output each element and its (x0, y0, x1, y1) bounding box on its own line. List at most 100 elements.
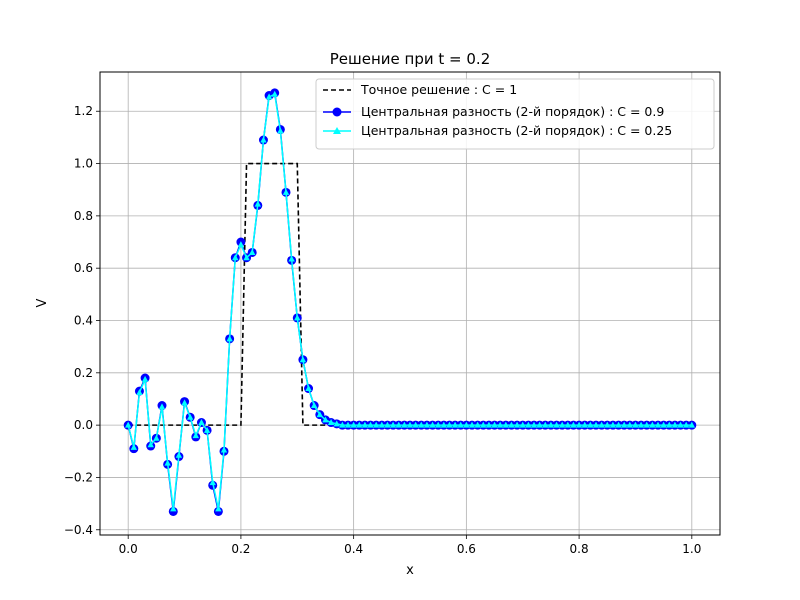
series-c025-point (220, 446, 228, 453)
x-tick-label: 1.0 (682, 542, 701, 556)
series-c025-point (327, 419, 335, 426)
y-tick-label: −0.2 (64, 470, 93, 484)
series-c025-point (671, 421, 679, 428)
series-c025-point (316, 411, 324, 418)
series-c025-point (395, 421, 402, 428)
series-c025-point (508, 421, 515, 428)
series-c025-point (474, 421, 481, 428)
series-c025-point (372, 421, 380, 428)
series-c025-point (491, 421, 498, 428)
x-tick-label: 0.4 (344, 542, 363, 556)
series-c025-point (175, 451, 183, 458)
y-tick-label: 1.0 (74, 157, 93, 171)
series-c025-point (310, 402, 318, 409)
series-c025-point (141, 375, 149, 382)
series-c025-point (463, 421, 470, 428)
series-c025-point (542, 421, 549, 428)
series-c025-point (496, 421, 504, 428)
series-c025-point (282, 188, 290, 195)
series-c025-point (553, 421, 560, 428)
series-c025-point (429, 421, 436, 428)
y-tick-label: 0.0 (74, 418, 93, 432)
series-c025-point (519, 421, 526, 428)
series-c025-point (587, 421, 594, 428)
series-c025-point (604, 421, 611, 428)
series-c025-point (637, 421, 645, 428)
series-c025-point (333, 420, 340, 427)
series-c025-point (598, 421, 605, 428)
x-tick-label: 0.0 (119, 542, 138, 556)
series-c025-point (406, 421, 414, 428)
x-axis-label: x (406, 563, 414, 578)
y-tick-label: 0.4 (74, 314, 93, 328)
series-c025-point (344, 421, 352, 428)
series-c025-point (226, 335, 233, 342)
series-c025-point (620, 421, 628, 428)
series-c025-point (248, 248, 256, 255)
series-c025-point (525, 421, 532, 428)
series-c025-point (130, 443, 138, 450)
series-c025-point (271, 90, 278, 97)
series-c025-point (198, 419, 205, 426)
series-c09-point (168, 506, 178, 516)
series-c025-point (305, 385, 312, 392)
series-c025-point (632, 421, 639, 428)
series-c025-point (688, 421, 696, 428)
series-c025-point (265, 93, 273, 100)
series-c025-point (158, 403, 166, 410)
series-c025-point (153, 434, 160, 441)
series-c025-point (609, 421, 617, 428)
series-c025-point (350, 421, 357, 428)
series-c025-point (581, 421, 588, 428)
y-tick-label: −0.4 (64, 523, 93, 537)
series-c025-point (367, 421, 374, 428)
series-c025-point (299, 356, 307, 363)
series-c025-point (513, 421, 521, 428)
series-c025-point (412, 421, 419, 428)
series-c025-point (643, 421, 650, 428)
legend-label-c09: Центральная разность (2-й порядок) : C =… (361, 104, 664, 119)
series-c025-point (418, 421, 425, 428)
series-c025-point (147, 441, 154, 448)
series-c025-point (401, 421, 408, 428)
series-c025-point (209, 479, 216, 486)
series-c025-point (451, 421, 459, 428)
plot-frame (99, 71, 721, 536)
series-c025-point (243, 254, 250, 261)
series-c025-point (558, 421, 566, 428)
series-c025-point (322, 416, 329, 423)
series-c025-point (564, 421, 572, 428)
series-c09-point (213, 506, 223, 516)
series-c025-point (260, 136, 267, 143)
series-c025-point (164, 459, 171, 466)
series-c025-point (294, 314, 301, 321)
series-c025-point (677, 421, 684, 428)
series-c025-point (254, 200, 262, 207)
x-tick-label: 0.6 (457, 542, 476, 556)
series-c025-point (215, 505, 222, 512)
series-c025-point (575, 421, 583, 428)
series-c025-point (649, 421, 656, 428)
series-c025-point (547, 421, 555, 428)
series-c025-point (592, 421, 600, 428)
series-c025-point (457, 421, 464, 428)
series-c025-point (181, 399, 188, 406)
y-tick-label: 1.2 (74, 104, 93, 118)
y-tick-label: 0.6 (74, 261, 93, 275)
legend-marker-c025 (333, 127, 341, 134)
series-c025-point (356, 421, 363, 428)
series-c025-point (615, 421, 622, 428)
series-c025-point (434, 421, 442, 428)
series-c025-point (186, 413, 194, 420)
series-c025-point (423, 421, 431, 428)
series-c025-point (666, 421, 673, 428)
series-c025-point (203, 426, 211, 433)
series-c025-point (288, 255, 295, 262)
series-c025-point (124, 421, 132, 428)
y-tick-label: 0.8 (74, 209, 93, 223)
series-c025-point (237, 241, 245, 248)
legend-marker-c09 (332, 107, 342, 117)
legend-label-c025: Центральная разность (2-й порядок) : C =… (361, 123, 672, 138)
series-c025-point (361, 421, 369, 428)
